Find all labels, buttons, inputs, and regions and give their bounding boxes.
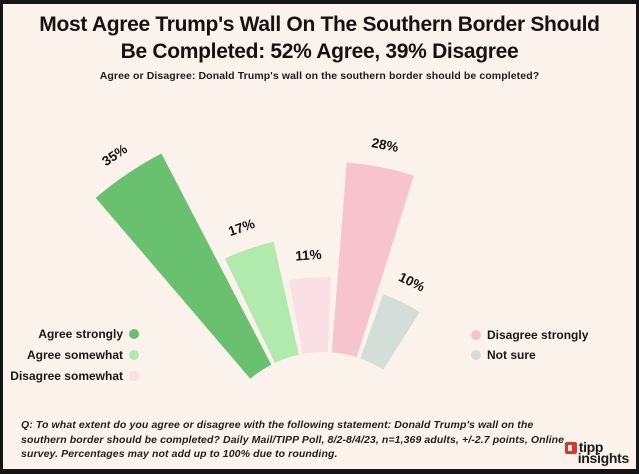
legend-item-not-sure: Not sure: [471, 348, 536, 362]
page-title-line-2: Be Completed: 52% Agree, 39% Disagree: [120, 40, 519, 63]
legend-item-disagree-somewhat: Disagree somewhat: [10, 369, 139, 383]
legend-item-agree-strongly: Agree strongly: [38, 327, 139, 341]
legend-right: Disagree strongly Not sure: [471, 328, 621, 362]
logo-top-row: tipp: [564, 439, 604, 455]
legend-label: Not sure: [487, 348, 536, 362]
value-label-disagree-somewhat: 11%: [295, 247, 322, 264]
poll-question-subtitle: Agree or Disagree: Donald Trump's wall o…: [99, 70, 540, 82]
value-label-agree-somewhat: 17%: [226, 216, 256, 239]
wedge-not-sure: [360, 294, 420, 370]
legend-swatch-not-sure: [471, 350, 481, 360]
legend-swatch-disagree-somewhat: [129, 371, 139, 381]
value-label-agree-strongly: 35%: [99, 141, 130, 169]
legend-label: Agree somewhat: [26, 348, 123, 362]
logo-word-tipp: tipp: [578, 439, 604, 455]
legend-label: Disagree somewhat: [10, 369, 123, 383]
legend-swatch-agree-strongly: [129, 329, 139, 339]
wedge-disagree-somewhat: [289, 277, 332, 354]
legend-item-disagree-strongly: Disagree strongly: [471, 328, 588, 342]
legend-swatch-agree-somewhat: [129, 350, 139, 360]
legend-item-agree-somewhat: Agree somewhat: [27, 348, 139, 362]
wedge-disagree-strongly: [331, 162, 414, 358]
legend-label: Disagree strongly: [487, 328, 589, 342]
legend-swatch-disagree-strongly: [471, 330, 481, 340]
value-label-not-sure: 10%: [396, 269, 427, 294]
logo-word-insights: insights: [577, 450, 630, 466]
tipp-insights-logo: tipp insights: [564, 439, 630, 466]
methodology-footnote: Q: To what extent do you agree or disagr…: [21, 419, 565, 460]
legend-label: Agree strongly: [38, 327, 123, 341]
tipp-logo-icon: [564, 441, 577, 454]
value-label-disagree-strongly: 28%: [370, 135, 399, 155]
wedge-agree-somewhat: [225, 241, 299, 363]
header: Most Agree Trump's Wall On The Southern …: [3, 4, 636, 82]
page-title-line-1: Most Agree Trump's Wall On The Southern …: [39, 13, 600, 36]
legend-left: Agree strongly Agree somewhat Disagree som…: [10, 327, 139, 383]
